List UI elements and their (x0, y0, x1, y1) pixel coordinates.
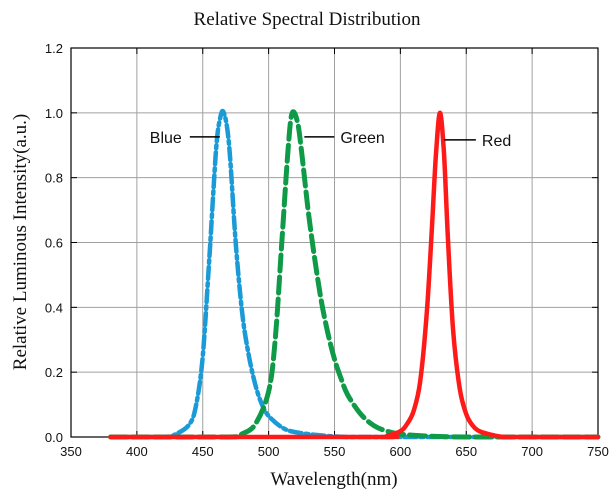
series-line-green (108, 109, 601, 440)
y-tick-label: 1.0 (45, 106, 63, 121)
y-tick-label: 0.8 (45, 171, 63, 186)
y-tick-label: 0.6 (45, 236, 63, 251)
y-tick-labels: 0.0 0.2 0.4 0.6 0.8 1.0 1.2 (45, 41, 63, 445)
x-tick-label: 700 (521, 444, 543, 459)
x-tick-label: 550 (324, 444, 346, 459)
series-line-red (108, 110, 601, 440)
x-tick-label: 350 (60, 444, 82, 459)
y-tick-label: 0.2 (45, 365, 63, 380)
y-tick-label: 0.0 (45, 430, 63, 445)
y-axis-label: Relative Luminous Intensity(a.u.) (10, 114, 31, 370)
x-tick-labels: 350 400 450 500 550 600 650 700 750 (60, 444, 609, 459)
curve-annotations: Blue Green Red (150, 130, 511, 150)
annotation-label-green: Green (340, 130, 384, 147)
grid (71, 48, 598, 437)
x-tick-label: 650 (455, 444, 477, 459)
chart-title: Relative Spectral Distribution (194, 9, 421, 30)
x-tick-label: 450 (192, 444, 214, 459)
x-tick-label: 600 (390, 444, 412, 459)
y-tick-label: 1.2 (45, 41, 63, 56)
series-line-blue (108, 108, 601, 440)
x-tick-label: 500 (258, 444, 280, 459)
x-tick-label: 750 (587, 444, 609, 459)
x-axis-label: Wavelength(nm) (270, 469, 397, 490)
series-group (108, 108, 601, 440)
annotation-label-red: Red (482, 133, 511, 150)
y-tick-label: 0.4 (45, 300, 63, 315)
annotation-label-blue: Blue (150, 130, 182, 147)
x-tick-label: 400 (126, 444, 148, 459)
